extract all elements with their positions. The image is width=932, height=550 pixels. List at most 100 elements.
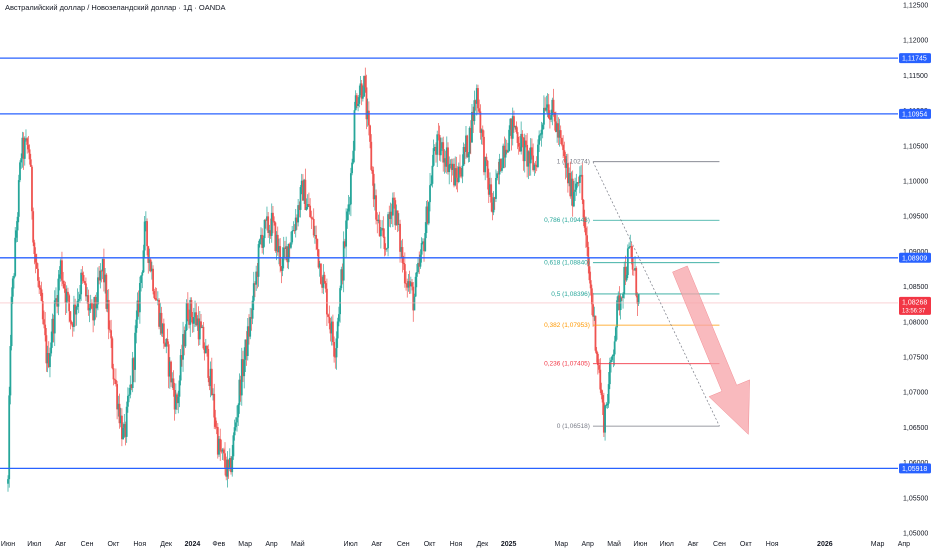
candle-body (556, 123, 559, 132)
candle-body (309, 205, 312, 218)
candle-body (146, 221, 148, 247)
candle-body (287, 243, 290, 263)
candle-body (607, 384, 610, 404)
candle-body (483, 136, 485, 173)
candle-body (475, 88, 478, 104)
candle-body (396, 210, 399, 226)
x-tick-label: Апр (582, 541, 594, 548)
candle-body (225, 467, 228, 477)
candle-body (541, 124, 544, 130)
candle-body (305, 207, 308, 210)
candle-body (435, 146, 437, 155)
candle-body (438, 135, 441, 156)
candle-body (150, 268, 153, 272)
candle-body (124, 424, 127, 437)
candle-body (274, 222, 277, 252)
candle-body (219, 438, 222, 451)
candle-body (366, 110, 369, 120)
candle-body (527, 151, 530, 167)
candle-body (367, 110, 370, 126)
candle-body (569, 173, 572, 197)
candle-body (382, 228, 385, 237)
candle-body (68, 295, 71, 312)
fibonacci-retracement[interactable]: 1 (1,10274) 0,786 (1,09443) 0,618 (1,08840… (544, 159, 720, 430)
candle-body (144, 221, 147, 222)
candle-body (365, 87, 368, 120)
candle-body (468, 127, 471, 154)
candle-body (278, 246, 280, 253)
candle-body (57, 278, 60, 307)
candle-body (450, 163, 453, 170)
candle-body (342, 241, 345, 281)
x-tick-label: Мар (871, 541, 885, 548)
candle-body (55, 298, 57, 301)
candle-body (491, 202, 494, 213)
horizontal-levels[interactable] (0, 57, 898, 470)
candle-body (431, 165, 434, 184)
candle-body (372, 173, 375, 200)
candle-body (586, 235, 588, 247)
candle-body (323, 274, 326, 284)
candle-body (173, 390, 176, 410)
candle-body (385, 248, 388, 250)
candle-body (123, 424, 126, 428)
candle-body (291, 230, 294, 243)
candle-body (599, 369, 602, 390)
candle-body (535, 164, 538, 167)
candle-body (165, 338, 168, 347)
candle-body (534, 164, 537, 166)
chart-title: Австралийский доллар / Новозеландский до… (5, 3, 226, 12)
candle-body (266, 216, 268, 221)
fib-level-label: 0,618 (1,08840) (544, 260, 590, 267)
candle-body (354, 95, 357, 111)
candle-body (533, 164, 536, 171)
candle-body (250, 317, 253, 319)
candle-body (122, 427, 124, 440)
candle-body (455, 168, 458, 178)
time-axis[interactable]: Июн Июл Авг Сен Окт Ноя Дек 2024 Фев Мар Апр Май Июл… (1, 540, 910, 548)
candle-body (593, 315, 596, 317)
candle-body (363, 75, 365, 97)
candle-body (115, 379, 117, 385)
y-tick-label: 1,09000 (903, 249, 928, 256)
candle-body (65, 291, 68, 303)
candle-body (191, 316, 194, 324)
candle-body (347, 204, 350, 212)
price-axis[interactable]: 1,125001,120001,115001,110001,105001,100… (903, 3, 928, 538)
candle-body (391, 197, 394, 216)
candle-body (183, 334, 186, 347)
candle-body (263, 219, 266, 239)
candle-body (540, 129, 543, 135)
candle-body (564, 156, 567, 168)
candle-body (149, 259, 152, 272)
x-tick-label: Авг (371, 541, 382, 548)
candle-body (56, 298, 59, 307)
candle-body (221, 449, 224, 452)
candle-body (479, 111, 482, 133)
candle-body (189, 300, 192, 325)
candle-body (98, 277, 101, 281)
projection-arrow[interactable] (672, 265, 750, 436)
candle-body (41, 301, 44, 320)
candle-body (377, 219, 380, 222)
candle-body (508, 129, 511, 151)
candle-body (563, 150, 566, 157)
candle-body (100, 270, 103, 272)
candle-body (496, 173, 499, 178)
candle-body (532, 155, 535, 171)
candle-body (135, 319, 138, 333)
candle-body (463, 147, 466, 152)
candle-body (545, 107, 548, 111)
candle-body (568, 173, 570, 184)
candle-body (256, 271, 259, 277)
candle-body (322, 274, 325, 288)
x-tick-label: Июл (343, 541, 357, 548)
candle-body (216, 427, 219, 455)
candle-body (143, 221, 146, 251)
candle-body (11, 278, 14, 297)
candle-body (16, 216, 19, 231)
candle-body (412, 286, 415, 311)
candle-body (504, 149, 507, 158)
x-tick-label: Апр (898, 541, 910, 548)
